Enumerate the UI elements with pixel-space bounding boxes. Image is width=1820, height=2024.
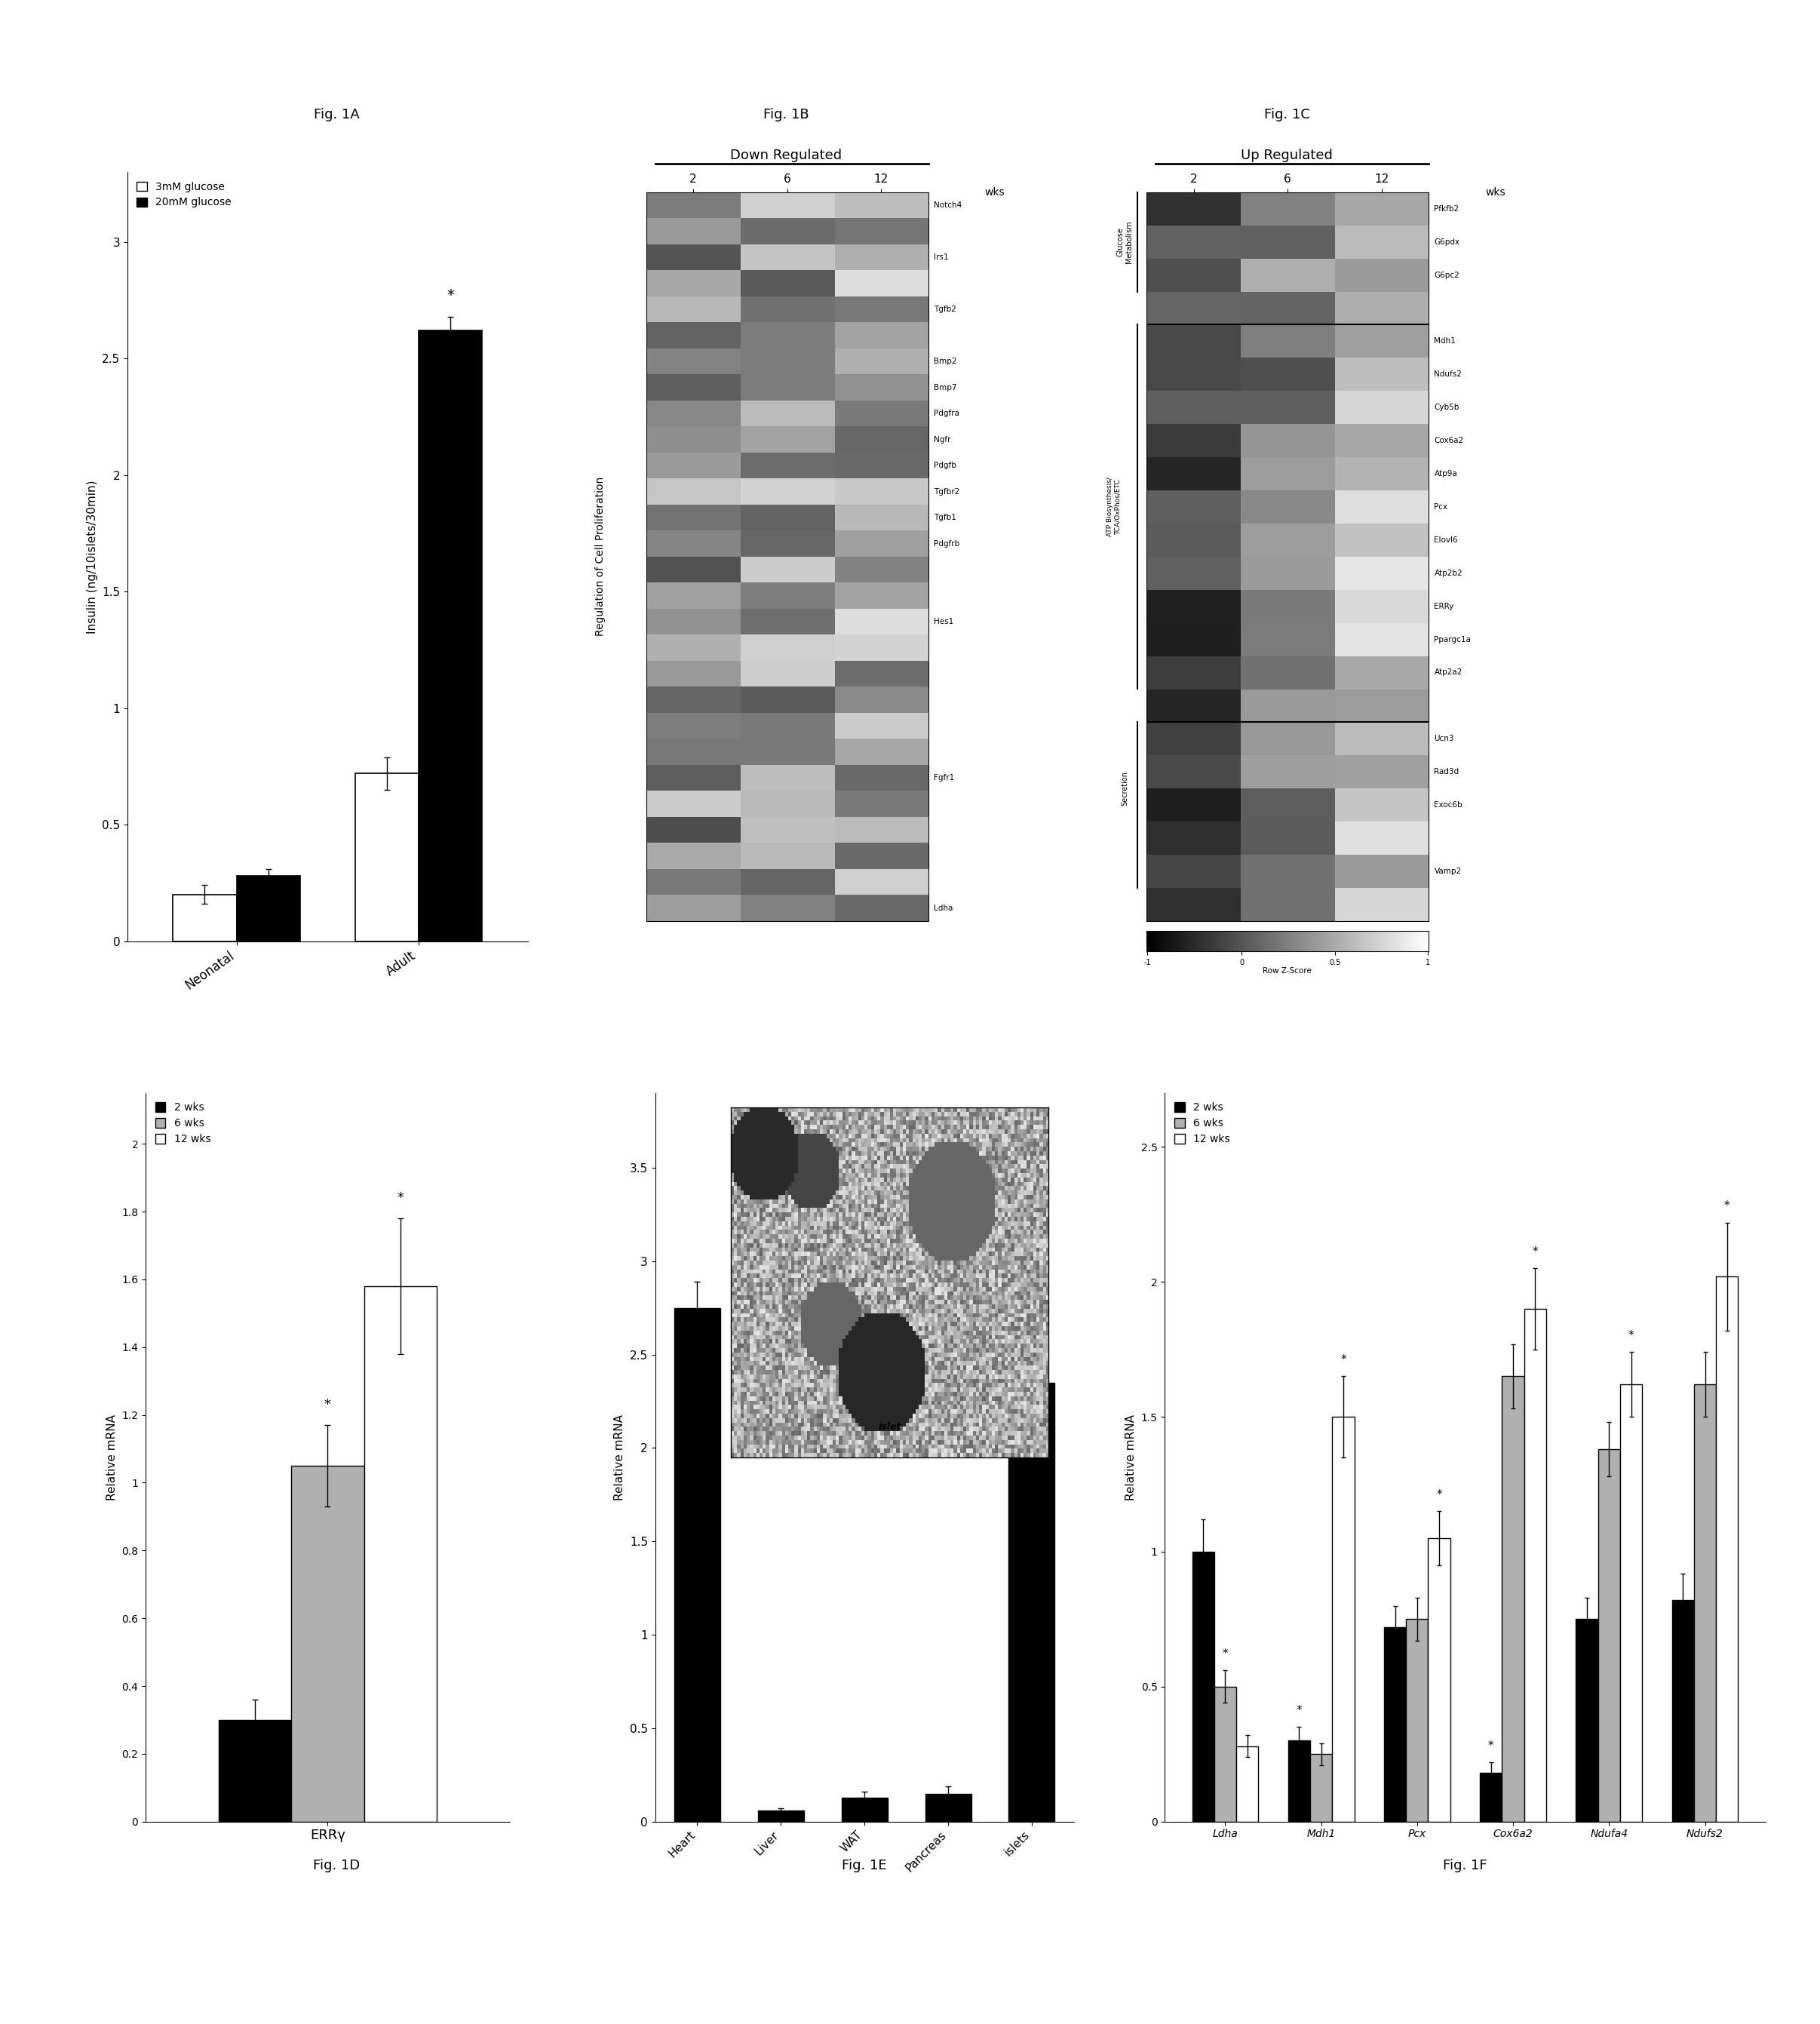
Text: Ldha: Ldha [934, 905, 954, 911]
Text: Ndufs2: Ndufs2 [1434, 370, 1461, 378]
Bar [673, 1308, 721, 1822]
Bar [1716, 1277, 1738, 1822]
Bar [757, 1809, 804, 1822]
Text: Bmp2: Bmp2 [934, 358, 957, 364]
Text: Atp2a2: Atp2a2 [1434, 668, 1461, 676]
Text: *: * [1532, 1247, 1538, 1257]
Legend: 2 wks, 6 wks, 12 wks: 2 wks, 6 wks, 12 wks [151, 1099, 215, 1150]
Text: Down Regulated: Down Regulated [730, 148, 843, 162]
Text: Elovl6: Elovl6 [1434, 536, 1458, 544]
Bar [1236, 1747, 1258, 1822]
Text: *: * [446, 287, 455, 302]
Y-axis label: Relative mRNA: Relative mRNA [1125, 1415, 1138, 1500]
Text: Mdh1: Mdh1 [1434, 338, 1456, 344]
Text: ERRy: ERRy [1434, 603, 1454, 609]
Text: Fig. 1A: Fig. 1A [313, 107, 360, 121]
Bar [1480, 1773, 1502, 1822]
Bar [1407, 1619, 1429, 1822]
Text: *: * [1223, 1648, 1228, 1660]
Text: G6pdx: G6pdx [1434, 239, 1460, 245]
Text: *: * [1489, 1741, 1494, 1751]
Text: wks: wks [1485, 186, 1505, 198]
Text: Ucn3: Ucn3 [1434, 735, 1454, 743]
Text: Atp9a: Atp9a [1434, 470, 1458, 478]
Text: Up Regulated: Up Regulated [1241, 148, 1332, 162]
Text: Irs1: Irs1 [934, 253, 948, 261]
Bar [1289, 1741, 1310, 1822]
Text: *: * [324, 1399, 331, 1411]
Text: Pdgfrb: Pdgfrb [934, 540, 959, 546]
Bar [1598, 1449, 1620, 1822]
Text: Cox6a2: Cox6a2 [1434, 437, 1463, 445]
Legend: 2 wks, 6 wks, 12 wks: 2 wks, 6 wks, 12 wks [1170, 1099, 1234, 1150]
Text: Tgfbr2: Tgfbr2 [934, 488, 959, 496]
Bar [1620, 1384, 1642, 1822]
Text: Notch4: Notch4 [934, 202, 961, 208]
Text: Fig. 1E: Fig. 1E [843, 1858, 886, 1872]
Text: Atp2b2: Atp2b2 [1434, 569, 1463, 577]
Text: *: * [1340, 1354, 1347, 1366]
Bar [1192, 1552, 1214, 1822]
Text: Row Z-Score: Row Z-Score [1263, 967, 1310, 976]
Bar [364, 1285, 437, 1822]
Y-axis label: Insulin (ng/10islets/30min): Insulin (ng/10islets/30min) [86, 480, 98, 634]
Bar [1383, 1627, 1407, 1822]
Bar [291, 1465, 364, 1822]
Text: *: * [1629, 1330, 1634, 1342]
Text: G6pc2: G6pc2 [1434, 271, 1460, 279]
Text: Rad3d: Rad3d [1434, 769, 1460, 775]
Text: *: * [1436, 1490, 1441, 1500]
Text: *: * [1296, 1704, 1301, 1716]
Text: Secretion: Secretion [1121, 771, 1128, 806]
Text: Regulation of Cell Proliferation: Regulation of Cell Proliferation [595, 478, 606, 636]
Text: Vamp2: Vamp2 [1434, 868, 1461, 874]
Text: Ngfr: Ngfr [934, 435, 950, 443]
Bar [925, 1793, 972, 1822]
Bar [1523, 1310, 1547, 1822]
Text: Fig. 1B: Fig. 1B [763, 107, 810, 121]
Bar [1008, 1382, 1056, 1822]
Text: Pfkfb2: Pfkfb2 [1434, 204, 1460, 213]
Bar [355, 773, 419, 941]
Bar [1673, 1601, 1694, 1822]
Text: Ppargc1a: Ppargc1a [1434, 636, 1471, 644]
Text: *: * [397, 1192, 404, 1204]
Text: Fgfr1: Fgfr1 [934, 773, 954, 781]
Text: ATP Biosynthesis/
TCA/OxPhos/ETC: ATP Biosynthesis/ TCA/OxPhos/ETC [1107, 478, 1121, 536]
Text: Bmp7: Bmp7 [934, 385, 957, 391]
Legend: 3mM glucose, 20mM glucose: 3mM glucose, 20mM glucose [133, 178, 237, 213]
Text: Hes1: Hes1 [934, 617, 954, 625]
Text: Tgfb1: Tgfb1 [934, 514, 956, 522]
Bar [1214, 1686, 1236, 1822]
Text: Exoc6b: Exoc6b [1434, 802, 1463, 810]
Text: Fig. 1D: Fig. 1D [313, 1858, 360, 1872]
Text: Fig. 1C: Fig. 1C [1263, 107, 1310, 121]
Text: Fig. 1F: Fig. 1F [1443, 1858, 1487, 1872]
Bar [1502, 1376, 1523, 1822]
Bar [218, 1720, 291, 1822]
Bar [419, 330, 482, 941]
Text: Pcx: Pcx [1434, 504, 1449, 510]
Text: Tgfb2: Tgfb2 [934, 306, 956, 314]
Bar [1576, 1619, 1598, 1822]
Text: Pdgfra: Pdgfra [934, 409, 959, 417]
Bar [1429, 1538, 1451, 1822]
Bar [1694, 1384, 1716, 1822]
Text: Cyb5b: Cyb5b [1434, 405, 1460, 411]
Text: *: * [1724, 1200, 1731, 1212]
Text: Pdgfb: Pdgfb [934, 461, 956, 470]
Bar [1332, 1417, 1354, 1822]
Y-axis label: Relative mRNA: Relative mRNA [613, 1415, 626, 1500]
Bar [1310, 1755, 1332, 1822]
Text: Glucose
Metabolism: Glucose Metabolism [1117, 221, 1132, 263]
Bar [173, 895, 237, 941]
Text: wks: wks [985, 186, 1005, 198]
Bar [237, 876, 300, 941]
Bar [841, 1797, 888, 1822]
Y-axis label: Relative mRNA: Relative mRNA [106, 1415, 116, 1500]
